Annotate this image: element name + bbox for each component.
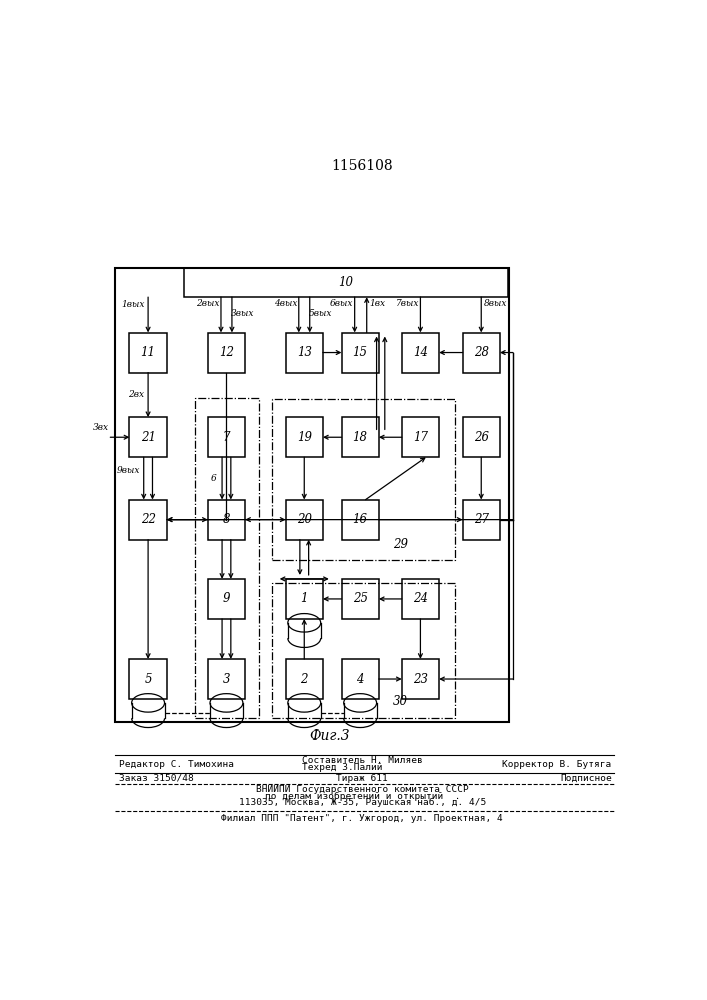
Text: Подписное: Подписное bbox=[560, 774, 612, 783]
Text: Корректор В. Бутяга: Корректор В. Бутяга bbox=[503, 760, 612, 769]
Text: 2: 2 bbox=[300, 673, 308, 686]
Text: 8вых: 8вых bbox=[484, 299, 507, 308]
Text: 2вых: 2вых bbox=[197, 299, 220, 308]
Text: Редактор С. Тимохина: Редактор С. Тимохина bbox=[119, 760, 233, 769]
Text: 18: 18 bbox=[353, 431, 368, 444]
Text: Фиг.3: Фиг.3 bbox=[309, 729, 350, 743]
Text: 3: 3 bbox=[223, 673, 230, 686]
Text: 2вх: 2вх bbox=[127, 390, 144, 399]
Text: Филиал ППП "Патент", г. Ужгород, ул. Проектная, 4: Филиал ППП "Патент", г. Ужгород, ул. Про… bbox=[221, 814, 503, 823]
Bar bbox=[341, 417, 379, 457]
Bar bbox=[402, 579, 439, 619]
Text: Тираж 611: Тираж 611 bbox=[337, 774, 388, 783]
Bar bbox=[462, 333, 500, 373]
Text: Техред З.Палий: Техред З.Палий bbox=[302, 763, 382, 772]
Text: 17: 17 bbox=[413, 431, 428, 444]
Bar bbox=[208, 417, 245, 457]
Bar bbox=[462, 500, 500, 540]
Text: 25: 25 bbox=[353, 592, 368, 605]
Bar bbox=[286, 333, 323, 373]
Bar bbox=[194, 398, 259, 718]
Bar bbox=[208, 333, 245, 373]
Text: 19: 19 bbox=[297, 431, 312, 444]
Bar bbox=[286, 659, 323, 699]
Text: 13: 13 bbox=[297, 346, 312, 359]
Bar bbox=[402, 417, 439, 457]
Text: ВНИИПИ Государственного комитета СССР: ВНИИПИ Государственного комитета СССР bbox=[256, 785, 469, 794]
Bar bbox=[402, 333, 439, 373]
Bar bbox=[129, 417, 167, 457]
Text: 4: 4 bbox=[356, 673, 364, 686]
Text: 1вх: 1вх bbox=[369, 299, 385, 308]
Bar bbox=[341, 500, 379, 540]
Text: 28: 28 bbox=[474, 346, 489, 359]
Text: 9: 9 bbox=[223, 592, 230, 605]
Text: 6: 6 bbox=[211, 474, 216, 483]
Text: 10: 10 bbox=[339, 276, 354, 289]
Text: 7вых: 7вых bbox=[396, 299, 419, 308]
Text: 113035, Москва, Ж-35, Раушская наб., д. 4/5: 113035, Москва, Ж-35, Раушская наб., д. … bbox=[239, 798, 486, 807]
Bar bbox=[462, 417, 500, 457]
Bar bbox=[129, 659, 167, 699]
Bar bbox=[185, 268, 508, 297]
Text: 9вых: 9вых bbox=[117, 466, 141, 475]
Bar bbox=[286, 579, 323, 619]
Text: 8: 8 bbox=[223, 513, 230, 526]
Bar bbox=[272, 399, 455, 560]
Text: 29: 29 bbox=[393, 538, 408, 551]
Text: 30: 30 bbox=[393, 695, 408, 708]
Text: 5вых: 5вых bbox=[309, 309, 332, 318]
Text: 24: 24 bbox=[413, 592, 428, 605]
Text: 16: 16 bbox=[353, 513, 368, 526]
Bar bbox=[208, 659, 245, 699]
Text: 27: 27 bbox=[474, 513, 489, 526]
Text: 3вых: 3вых bbox=[231, 309, 255, 318]
Text: 7: 7 bbox=[223, 431, 230, 444]
Bar bbox=[208, 579, 245, 619]
Bar bbox=[272, 583, 455, 718]
Text: Составитель Н. Миляев: Составитель Н. Миляев bbox=[302, 756, 423, 765]
Text: 1156108: 1156108 bbox=[332, 159, 393, 173]
Bar bbox=[341, 333, 379, 373]
Bar bbox=[129, 333, 167, 373]
Bar bbox=[129, 500, 167, 540]
Bar bbox=[341, 579, 379, 619]
Text: Заказ 3150/48: Заказ 3150/48 bbox=[119, 774, 193, 783]
Text: 4вых: 4вых bbox=[274, 299, 298, 308]
Text: 20: 20 bbox=[297, 513, 312, 526]
Text: 23: 23 bbox=[413, 673, 428, 686]
Text: 11: 11 bbox=[141, 346, 156, 359]
Text: 12: 12 bbox=[219, 346, 234, 359]
Text: 3вх: 3вх bbox=[93, 424, 109, 432]
Text: 26: 26 bbox=[474, 431, 489, 444]
Text: 21: 21 bbox=[141, 431, 156, 444]
Text: 15: 15 bbox=[353, 346, 368, 359]
Bar bbox=[208, 500, 245, 540]
Bar bbox=[286, 500, 323, 540]
Text: 6вых: 6вых bbox=[330, 299, 354, 308]
Bar bbox=[402, 659, 439, 699]
Text: 14: 14 bbox=[413, 346, 428, 359]
Bar bbox=[341, 659, 379, 699]
Text: 1вых: 1вых bbox=[122, 300, 146, 309]
Bar bbox=[286, 417, 323, 457]
Bar bbox=[115, 268, 509, 722]
Text: 1: 1 bbox=[300, 592, 308, 605]
Text: по делам изобретений и открытий  .: по делам изобретений и открытий . bbox=[264, 792, 460, 801]
Text: 22: 22 bbox=[141, 513, 156, 526]
Text: 5: 5 bbox=[144, 673, 152, 686]
